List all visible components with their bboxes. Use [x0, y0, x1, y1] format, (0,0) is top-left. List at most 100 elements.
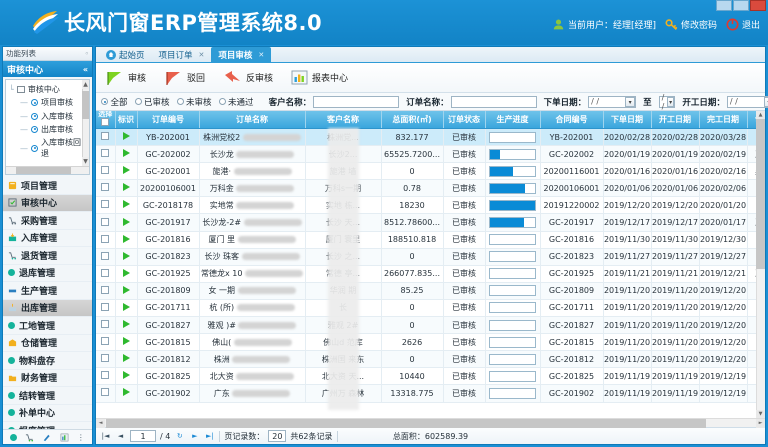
sidebar-item-return-warehouse-mgmt[interactable]: 退库管理 [3, 265, 92, 282]
report-center-button[interactable]: 报表中心 [288, 68, 351, 87]
select-all-checkbox[interactable] [101, 118, 110, 126]
cell-select[interactable] [96, 333, 116, 352]
col-finish-date[interactable]: 完工日期 [699, 111, 748, 129]
close-icon[interactable]: ✕ [198, 50, 205, 59]
sidebar-item-outbound-mgmt[interactable]: 出库管理 [3, 299, 92, 317]
order-date-to-input[interactable]: / / ▾ [658, 93, 676, 111]
cell-flag[interactable] [115, 350, 138, 369]
cell-flag[interactable] [115, 333, 138, 352]
current-page-input[interactable]: 1 [130, 430, 156, 442]
col-status[interactable]: 订单状态 [443, 111, 486, 129]
scroll-down-icon[interactable]: ▼ [82, 157, 89, 166]
row-checkbox[interactable] [101, 200, 110, 209]
row-checkbox[interactable] [101, 251, 110, 260]
grid-vertical-scrollbar[interactable]: ▲ ▼ [756, 111, 765, 418]
cell-flag[interactable] [115, 179, 138, 198]
cell-flag[interactable] [115, 231, 138, 249]
cell-flag[interactable] [115, 299, 138, 318]
sidebar-item-material-inventory[interactable]: 物料盘存 [3, 352, 92, 370]
tab-project-audit[interactable]: 项目审核 ✕ [211, 47, 272, 62]
maximize-button[interactable] [733, 0, 749, 11]
customer-name-input[interactable] [313, 95, 400, 108]
tab-project-order[interactable]: 项目订单 ✕ [152, 47, 212, 62]
cell-flag[interactable] [115, 162, 138, 181]
table-row[interactable]: GC-201823 长沙 珠客 长沙 之... 0 已审核 GC-201823 2019/… [96, 248, 765, 266]
more-icon[interactable]: ⋮ [76, 432, 85, 442]
cell-select[interactable] [96, 179, 116, 198]
tree-hscroll-thumb[interactable] [16, 167, 71, 174]
cell-select[interactable] [96, 145, 116, 164]
cell-select[interactable] [96, 299, 116, 318]
cart-icon[interactable] [25, 433, 34, 442]
sidebar-item-audit-center[interactable]: 审核中心 [3, 194, 92, 212]
table-row[interactable]: GC-201815 佛山( 佛山d 范库 2626 已审核 GC-201815 2019/… [96, 333, 765, 352]
table-row[interactable]: GC-201809 女 一期 华润 期 85.25 已审核 GC-201809 2019/… [96, 282, 765, 300]
reject-button[interactable]: 驳回 [161, 67, 208, 88]
cell-flag[interactable] [115, 316, 138, 335]
order-name-input[interactable] [450, 95, 537, 108]
table-row[interactable]: GC-2018178 实地常 实地 栋... 18230 已审核 20191220002… [96, 196, 765, 215]
grid-horizontal-scrollbar[interactable]: ◄ ► [96, 418, 765, 428]
tree-horizontal-scrollbar[interactable] [6, 166, 89, 174]
table-row[interactable]: 20200106001 万科金 万科s一期 0.78 已审核 20200106001 20… [96, 179, 765, 198]
table-row[interactable]: GC-201711 杭 (所) 长 0 已审核 GC-201711 2019/11/20… [96, 299, 765, 318]
sidebar-item-inbound-mgmt[interactable]: 入库管理 [3, 230, 92, 247]
cell-select[interactable] [96, 196, 116, 215]
filter-radio-audited[interactable]: 已审核 [134, 96, 170, 108]
play-flag-icon[interactable] [122, 337, 130, 346]
row-checkbox[interactable] [101, 183, 110, 192]
play-flag-icon[interactable] [122, 217, 130, 226]
logout-button[interactable]: 退出 [726, 18, 760, 31]
unaudit-button[interactable]: 反审核 [220, 67, 276, 88]
scroll-right-icon[interactable]: ► [756, 419, 765, 428]
play-flag-icon[interactable] [122, 166, 130, 175]
cell-select[interactable] [96, 316, 116, 335]
filter-radio-unaudited[interactable]: 未审核 [176, 96, 212, 108]
next-page-icon[interactable]: ► [192, 432, 198, 440]
calendar-dropdown-icon[interactable]: ▾ [666, 96, 675, 107]
table-row[interactable]: GC-201825 北大资 北大资 天... 10440 已审核 GC-201825 20… [96, 367, 765, 386]
table-row[interactable]: GC-201917 长沙龙-2# 长沙 天... 8512.78600... 已审核 G… [96, 213, 765, 232]
tree-item-project-audit[interactable]: — 项目审核 [9, 96, 87, 109]
sidebar-item-project-mgmt[interactable]: 项目管理 [3, 177, 92, 195]
close-icon[interactable]: ✕ [258, 50, 265, 59]
row-checkbox[interactable] [101, 268, 110, 277]
page-size-input[interactable]: 20 [268, 430, 287, 442]
play-flag-icon[interactable] [122, 234, 130, 243]
scroll-left-icon[interactable]: ◄ [96, 419, 105, 428]
tree-item-outbound-audit[interactable]: — 出库审核 [9, 123, 87, 136]
change-password-button[interactable]: 修改密码 [665, 18, 717, 31]
tree-scroll-thumb[interactable] [82, 91, 89, 119]
col-area[interactable]: 总面积(㎡) [381, 111, 444, 129]
prev-page-icon[interactable]: ◄ [117, 432, 124, 440]
play-flag-icon[interactable] [122, 132, 130, 141]
row-checkbox[interactable] [101, 388, 110, 397]
row-checkbox[interactable] [101, 337, 110, 346]
pen-icon[interactable] [42, 433, 51, 442]
play-flag-icon[interactable] [122, 251, 130, 260]
filter-radio-not-passed[interactable]: 未通过 [218, 96, 254, 108]
tree-expand-icon[interactable]: └ [9, 85, 14, 94]
cell-flag[interactable] [115, 384, 138, 403]
tree-item-inbound-audit[interactable]: — 入库审核 [9, 109, 87, 122]
order-date-input[interactable]: / / ▾ [588, 95, 637, 108]
cell-select[interactable] [96, 248, 116, 266]
minimize-button[interactable] [716, 0, 732, 11]
dot-icon[interactable] [10, 433, 18, 441]
cell-flag[interactable] [115, 265, 138, 283]
play-flag-icon[interactable] [122, 388, 130, 397]
col-order-no[interactable]: 订单编号 [137, 111, 200, 129]
row-checkbox[interactable] [101, 320, 110, 329]
sidebar-item-scrap-mgmt[interactable]: 报废管理 [3, 422, 92, 429]
col-customer[interactable]: 客户名称 [305, 111, 382, 129]
table-row[interactable]: GC-202002 长沙龙 长沙2... 65525.7200... 已审核 GC-20… [96, 145, 765, 164]
table-row[interactable]: GC-201827 雅观 )# 雅观 2# 0 已审核 GC-201827 2019/11… [96, 316, 765, 335]
table-row[interactable]: GC-201812 株洲 株洲国 来东 0 已审核 GC-201812 2019/11/2… [96, 350, 765, 369]
cell-select[interactable] [96, 367, 116, 386]
play-flag-icon[interactable] [122, 354, 130, 363]
cell-select[interactable] [96, 265, 116, 283]
sidebar-item-return-mgmt[interactable]: 退货管理 [3, 247, 92, 265]
refresh-icon[interactable]: ↻ [176, 432, 183, 440]
cell-select[interactable] [96, 350, 116, 369]
grid-hscroll-thumb[interactable] [106, 419, 706, 428]
